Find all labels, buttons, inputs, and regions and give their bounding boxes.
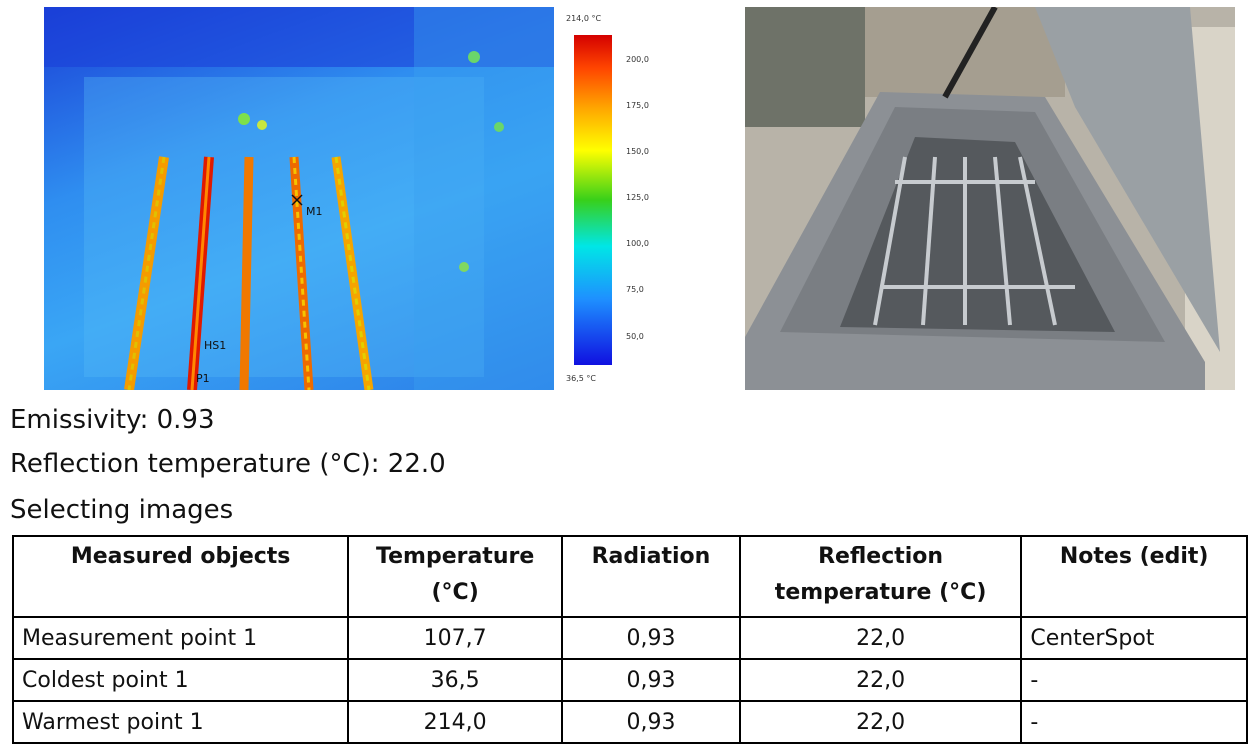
notes-cell[interactable]: - (1020, 658, 1248, 702)
reflection-cell: 22,0 (738, 616, 1023, 660)
temperature-cell: 36,5 (347, 658, 564, 702)
scale-max-label: 214,0 °C (566, 14, 602, 23)
object-cell: Coldest point 1 (11, 658, 350, 702)
scale-tick: 100,0 (626, 239, 649, 248)
temperature-cell: 107,7 (347, 616, 564, 660)
scale-tick: 200,0 (626, 55, 649, 64)
table-row: Coldest point 1 36,5 0,93 22,0 - (11, 658, 1248, 702)
temperature-scale-bar (574, 35, 612, 365)
scale-tick: 125,0 (626, 193, 649, 202)
radiation-cell: 0,93 (561, 700, 741, 744)
column-header: Radiation (561, 535, 741, 618)
table-header-row: Measured objects Temperature (°C) Radiat… (11, 535, 1248, 618)
measurements-table: Measured objects Temperature (°C) Radiat… (11, 535, 1248, 744)
reflection-cell: 22,0 (738, 700, 1023, 744)
reflection-temperature-caption: Reflection temperature (°C): 22.0 (10, 449, 446, 479)
reflection-cell: 22,0 (738, 658, 1023, 702)
scale-tick: 150,0 (626, 147, 649, 156)
scale-tick: 50,0 (626, 332, 644, 341)
temperature-cell: 214,0 (347, 700, 564, 744)
scale-tick: 75,0 (626, 285, 644, 294)
scale-tick: 175,0 (626, 101, 649, 110)
object-cell: Warmest point 1 (11, 700, 350, 744)
table-row: Warmest point 1 214,0 0,93 22,0 - (11, 700, 1248, 744)
column-header: Measured objects (11, 535, 350, 618)
equipment-photo (745, 7, 1235, 390)
radiation-cell: 0,93 (561, 658, 741, 702)
scale-min-label: 36,5 °C (566, 374, 596, 383)
notes-cell[interactable]: CenterSpot (1020, 616, 1248, 660)
thermal-image: M1 HS1 P1 (44, 7, 554, 390)
column-header: Notes (edit) (1020, 535, 1248, 618)
selecting-images-caption: Selecting images (10, 495, 234, 525)
radiation-cell: 0,93 (561, 616, 741, 660)
marker-m1-label: M1 (306, 205, 323, 218)
object-cell: Measurement point 1 (11, 616, 350, 660)
emissivity-caption: Emissivity: 0.93 (10, 405, 215, 435)
table-row: Measurement point 1 107,7 0,93 22,0 Cent… (11, 616, 1248, 660)
column-header: Reflection temperature (°C) (738, 535, 1023, 618)
column-header: Temperature (°C) (347, 535, 564, 618)
marker-p1-label: P1 (196, 372, 210, 385)
notes-cell[interactable]: - (1020, 700, 1248, 744)
marker-hs1-label: HS1 (204, 339, 226, 352)
